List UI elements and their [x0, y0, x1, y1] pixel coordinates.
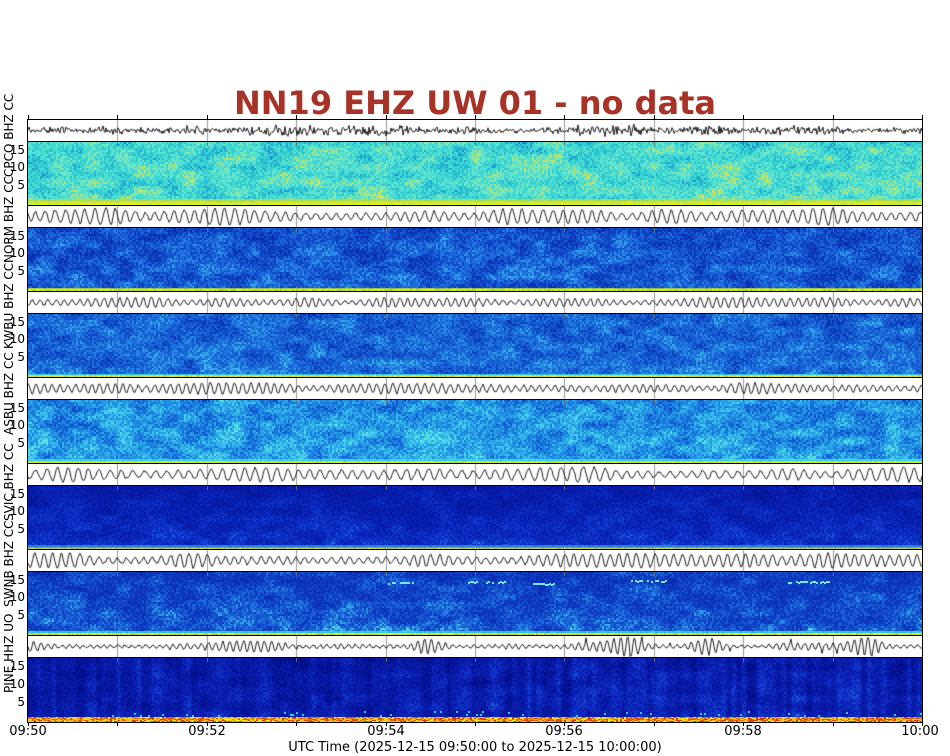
panel-kwbu	[28, 292, 922, 378]
ytick-label: 5	[17, 435, 25, 450]
ytick-label: 10	[9, 332, 25, 347]
bottom-axis-tick	[475, 723, 476, 726]
xtick-label-0958: 09:58	[724, 724, 762, 739]
panel-svic	[28, 464, 922, 550]
ytick-label: 15	[9, 573, 25, 588]
panel-pine	[28, 636, 922, 722]
bottom-axis-tick	[28, 723, 29, 726]
waveform-canvas	[28, 292, 922, 313]
ytick-label: 10	[9, 590, 25, 605]
waveform-canvas	[28, 120, 922, 141]
top-axis-tick	[475, 115, 476, 119]
ytick-label: 10	[9, 676, 25, 691]
spectrogram-canvas	[28, 228, 922, 291]
top-axis-tick	[386, 115, 387, 119]
waveform-canvas	[28, 464, 922, 485]
ytick-label: 5	[17, 177, 25, 192]
ytick-label: 5	[17, 607, 25, 622]
spectrogram-canvas	[28, 142, 922, 205]
spectrogram-canvas	[28, 314, 922, 377]
waveform-canvas	[28, 206, 922, 227]
ytick-label: 5	[17, 521, 25, 536]
bottom-axis-tick	[833, 723, 834, 726]
panel-asbu	[28, 378, 922, 464]
ytick-label: 10	[9, 418, 25, 433]
xtick-label-0956: 09:56	[545, 724, 583, 739]
panel-swnb	[28, 550, 922, 636]
spectrogram-canvas	[28, 658, 922, 722]
xtick-label-0950: 09:50	[9, 724, 47, 739]
waveform-strip	[28, 636, 922, 658]
ytick-label: 5	[17, 263, 25, 278]
top-axis-tick	[117, 115, 118, 119]
bottom-axis-tick	[117, 723, 118, 726]
waveform-strip	[28, 464, 922, 486]
top-axis-tick	[654, 115, 655, 119]
top-axis-tick	[207, 115, 208, 119]
ytick-label: 15	[9, 487, 25, 502]
spectrogram-canvas	[28, 400, 922, 463]
waveform-canvas	[28, 378, 922, 399]
top-axis-tick	[28, 115, 29, 119]
top-axis-tick	[743, 115, 744, 119]
panel-cpco	[28, 120, 922, 206]
top-axis-tick	[833, 115, 834, 119]
ytick-label: 5	[17, 694, 25, 709]
waveform-strip	[28, 206, 922, 228]
ytick-label: 15	[9, 659, 25, 674]
xtick-label-1000: 10:00	[901, 724, 939, 739]
plot-area	[27, 119, 923, 723]
bottom-axis-tick	[386, 723, 387, 726]
panel-norm	[28, 206, 922, 292]
ytick-label: 15	[9, 315, 25, 330]
waveform-strip	[28, 550, 922, 572]
spectrogram-canvas	[28, 486, 922, 549]
waveform-strip	[28, 292, 922, 314]
bottom-axis-tick	[296, 723, 297, 726]
bottom-axis-tick	[743, 723, 744, 726]
ytick-label: 10	[9, 160, 25, 175]
ytick-label: 10	[9, 246, 25, 261]
top-axis-tick	[564, 115, 565, 119]
ytick-label: 5	[17, 349, 25, 364]
xtick-label-0954: 09:54	[367, 724, 405, 739]
ytick-label: 15	[9, 143, 25, 158]
bottom-axis-tick	[564, 723, 565, 726]
spectrogram-canvas	[28, 572, 922, 635]
bottom-axis-tick	[922, 723, 923, 726]
waveform-strip	[28, 120, 922, 142]
xtick-label-0952: 09:52	[188, 724, 226, 739]
ytick-label: 10	[9, 504, 25, 519]
bottom-axis-tick	[207, 723, 208, 726]
ytick-label: 15	[9, 401, 25, 416]
axis-caption: UTC Time (2025-12-15 09:50:00 to 2025-12…	[288, 740, 662, 755]
waveform-strip	[28, 378, 922, 400]
waveform-canvas	[28, 636, 922, 657]
ytick-label: 15	[9, 229, 25, 244]
top-axis-tick	[296, 115, 297, 119]
waveform-canvas	[28, 550, 922, 571]
bottom-axis-tick	[654, 723, 655, 726]
top-axis-tick	[922, 115, 923, 119]
